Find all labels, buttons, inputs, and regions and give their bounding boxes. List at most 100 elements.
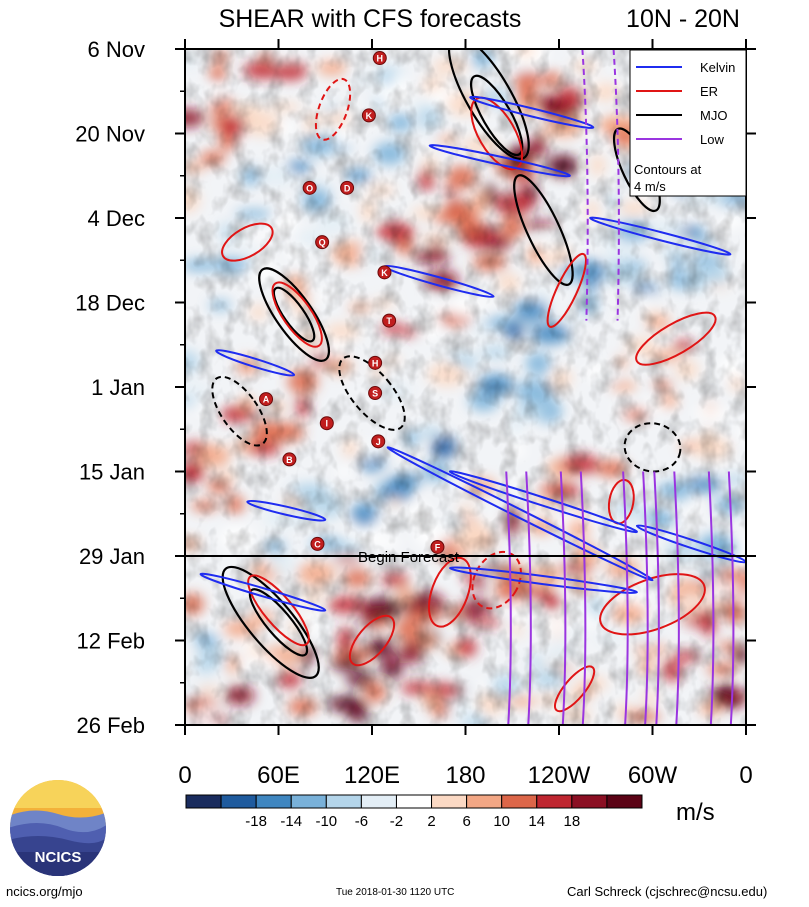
- storm-marker: H: [368, 355, 383, 370]
- colorbar-swatch: [360, 794, 397, 809]
- wave-contour: [271, 281, 323, 348]
- legend-label: MJO: [700, 108, 727, 123]
- colorbar-tick-label: 6: [462, 813, 470, 830]
- colorbar-swatch: [431, 794, 468, 809]
- storm-marker-label: S: [372, 389, 378, 399]
- wave-contour: [554, 665, 596, 713]
- storm-marker: C: [310, 536, 325, 551]
- colorbar-swatch: [255, 794, 292, 809]
- storm-marker-label: I: [326, 419, 329, 429]
- low-line: [727, 471, 735, 725]
- low-line: [579, 471, 587, 725]
- kelvin-tracks: [199, 95, 746, 612]
- legend-note: 4 m/s: [634, 179, 666, 194]
- wave-contour-negative: [338, 355, 406, 431]
- low-lines: [505, 49, 735, 725]
- x-tick-label: 120E: [344, 762, 400, 789]
- x-tick-label: 180: [445, 762, 485, 789]
- footer-site[interactable]: ncics.org/mjo: [6, 884, 83, 899]
- x-tick-label: 0: [178, 762, 191, 789]
- logo-text: NCICS: [35, 849, 82, 866]
- colorbar-swatch: [466, 794, 503, 809]
- storm-marker-label: Q: [319, 238, 326, 248]
- low-line: [653, 471, 660, 725]
- wave-contour: [221, 222, 274, 262]
- storm-markers: H K O D Q K T H S A I J B C F: [259, 51, 445, 554]
- wave-contour-negative: [314, 77, 352, 141]
- storm-marker-label: B: [286, 455, 293, 465]
- wave-contour: [447, 49, 530, 160]
- y-tick-label: 20 Nov: [75, 122, 145, 147]
- colorbar-tick-label: -6: [355, 813, 368, 830]
- storm-marker-label: K: [381, 268, 388, 278]
- storm-marker: I: [319, 416, 334, 431]
- wave-contour: [546, 252, 587, 328]
- storm-marker-label: T: [386, 316, 392, 326]
- storm-marker-label: J: [376, 437, 381, 447]
- legend-box: [629, 49, 747, 197]
- storm-marker-label: H: [377, 54, 384, 64]
- colorbar-swatch: [536, 794, 573, 809]
- colorbar: -18 -14 -10 -6 -2 2 6 10 14 18: [185, 794, 643, 830]
- y-tick-label: 1 Jan: [91, 375, 145, 400]
- low-line: [622, 471, 629, 725]
- colorbar-unit: m/s: [676, 799, 715, 826]
- low-line: [559, 471, 567, 725]
- wave-contour: [470, 74, 524, 157]
- wave-contours: [211, 49, 717, 713]
- colorbar-swatch: [325, 794, 362, 809]
- y-tick-label: 29 Jan: [79, 544, 145, 569]
- wave-contour-negative: [623, 422, 682, 473]
- wave-contour-negative: [211, 375, 268, 447]
- wave-contour: [348, 614, 396, 667]
- low-line-negative: [612, 49, 620, 321]
- storm-marker-label: D: [344, 183, 351, 193]
- low-line: [525, 471, 532, 725]
- colorbar-tick-label: 10: [493, 813, 510, 830]
- colorbar-swatch: [290, 794, 327, 809]
- storm-marker: Q: [315, 235, 330, 250]
- chart-region: 10N - 20N: [626, 5, 740, 33]
- colorbar-tick-label: -18: [245, 813, 267, 830]
- wave-contour: [513, 174, 574, 286]
- legend-note: Contours at: [634, 162, 702, 177]
- kelvin-track: [428, 144, 571, 178]
- forecast-label: Begin Forecast: [358, 549, 460, 566]
- kelvin-track: [246, 499, 327, 522]
- storm-marker: B: [282, 452, 297, 467]
- kelvin-track: [469, 95, 595, 129]
- storm-marker: T: [382, 313, 397, 328]
- wave-contour: [635, 311, 717, 366]
- legend-label: ER: [700, 84, 718, 99]
- colorbar-swatch: [395, 794, 433, 809]
- kelvin-track: [448, 566, 638, 594]
- colorbar-tick-label: 18: [564, 813, 581, 830]
- storm-marker: F: [430, 539, 445, 554]
- y-tick-label: 4 Dec: [88, 206, 145, 231]
- storm-marker: S: [368, 386, 383, 401]
- ncics-logo: NCICS: [10, 780, 106, 876]
- legend: Kelvin ER MJO Low Contours at 4 m/s: [629, 49, 747, 197]
- colorbar-tick-label: -14: [280, 813, 302, 830]
- storm-marker: D: [340, 180, 355, 195]
- colorbar-swatch: [501, 794, 538, 809]
- storm-marker-label: C: [314, 539, 321, 549]
- footer-timestamp: Tue 2018-01-30 1120 UTC: [336, 887, 455, 898]
- kelvin-track: [199, 572, 327, 612]
- wave-contour: [221, 565, 320, 679]
- low-line: [642, 471, 649, 725]
- colorbar-tick-label: 14: [528, 813, 545, 830]
- colorbar-tick-label: -10: [315, 813, 337, 830]
- wave-contour: [427, 556, 472, 628]
- colorbar-swatch: [571, 794, 608, 809]
- legend-label: Low: [700, 132, 724, 147]
- low-line-negative: [581, 49, 589, 321]
- storm-marker-label: F: [435, 542, 441, 552]
- storm-marker: K: [361, 108, 376, 123]
- low-line: [505, 471, 512, 725]
- kelvin-track: [589, 216, 732, 256]
- y-tick-label: 12 Feb: [77, 629, 146, 654]
- storm-marker: O: [302, 180, 317, 195]
- x-axis: 0 60E 120E 180 120W 60W 0: [178, 39, 753, 789]
